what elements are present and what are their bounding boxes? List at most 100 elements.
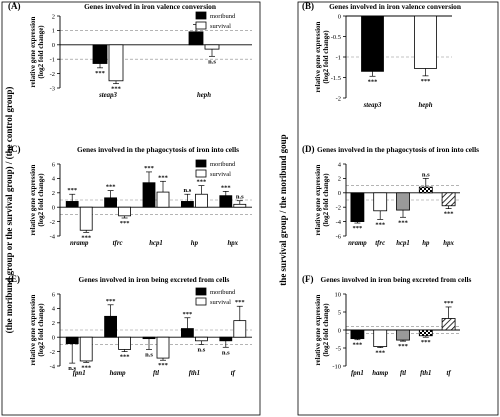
right-side-label: the survival group / the moribund goup — [278, 134, 288, 285]
panel-e-y-tick-label: 6 — [52, 291, 56, 298]
panel-c-y-tick-label: 6 — [52, 161, 56, 168]
panel-c-bar — [156, 191, 170, 208]
panel-e-significance-label: *** — [106, 298, 116, 305]
panel-d-category-label: hp — [422, 240, 430, 247]
panel-f-y-tick-label: 10 — [335, 291, 342, 298]
panel-b-bar — [414, 15, 437, 69]
panel-c-y-tick-label: 2 — [52, 190, 55, 197]
panel-e-bar — [104, 315, 117, 338]
panel-e-significance-label: *** — [158, 362, 168, 369]
panel-e-legend-swatch — [195, 297, 207, 306]
panel-e-bar — [118, 336, 131, 350]
panel-e-category-label: ftl — [153, 370, 159, 377]
panel-c-legend-label: moribund — [210, 161, 236, 168]
panel-e-chart: (E) Genes involved in iron being excreted… — [8, 274, 252, 377]
panel-e-bar — [219, 336, 233, 342]
panel-e-label: (E) — [8, 274, 20, 284]
panel-e-legend-swatch — [195, 287, 207, 296]
panel-e-legend-label: moribund — [210, 289, 236, 296]
panel-c-category-label: hpx — [228, 240, 239, 247]
panel-a-legend-swatch — [195, 21, 207, 30]
panel-d-bar — [373, 192, 388, 212]
panel-b-y-tick-label: -1 — [336, 54, 341, 61]
panel-a-bar — [108, 44, 124, 82]
panel-c-ylabel-line2: (log2 fold change) — [37, 173, 45, 227]
panel-a-significance-label: *** — [95, 70, 105, 77]
panel-d-y-tick-label: -6 — [336, 233, 342, 240]
panel-e-significance-label: n.s — [198, 346, 206, 353]
panel-d-category-label: tfrc — [375, 240, 385, 247]
panel-f-significance-label: *** — [421, 339, 431, 346]
panel-b-significance-label: *** — [368, 78, 378, 85]
panel-e-y-tick-label: 4 — [52, 306, 56, 313]
panel-c-significance-label: *** — [197, 179, 207, 186]
panel-f-category-label: fpn1 — [351, 370, 364, 377]
panel-c-legend-swatch — [195, 159, 207, 168]
panel-d-y-tick-label: 0 — [338, 190, 341, 197]
panel-d-category-label: hpx — [443, 240, 454, 247]
panel-e-category-label: fth1 — [189, 370, 200, 377]
panel-e-y-tick-label: -2 — [50, 349, 55, 356]
panel-c-category-label: hp — [191, 240, 199, 247]
panel-c-y-tick-label: 0 — [52, 205, 55, 212]
panel-f-significance-label: *** — [353, 342, 363, 349]
panel-a-y-tick-label: -1 — [50, 57, 55, 64]
panel-b-y-tick-label: -1.5 — [331, 75, 341, 82]
panel-c-bar — [65, 201, 79, 208]
panel-c-bar — [104, 197, 117, 208]
panel-e-significance-label: *** — [81, 364, 91, 371]
panel-c-legend-swatch — [195, 169, 207, 178]
panel-c-significance-label: n.s — [184, 187, 192, 194]
panel-b-label: (B) — [302, 1, 314, 11]
panel-f-significance-label: *** — [444, 300, 454, 307]
panel-b-bar — [361, 15, 384, 72]
panel-e-significance-label: *** — [183, 311, 193, 318]
panel-a-y-tick-label: 1 — [52, 28, 55, 35]
panel-a-label: (A) — [8, 1, 21, 11]
panel-b-title: Genes involved in iron valence conversio… — [329, 2, 461, 11]
panel-a-category-label: steap3 — [98, 92, 117, 99]
panel-e-significance-label: n.s — [222, 349, 230, 356]
panel-d-y-tick-label: -2 — [336, 205, 341, 212]
panel-c-bar — [219, 195, 233, 208]
panel-c-bar — [79, 206, 93, 231]
panel-c-label: (C) — [8, 144, 21, 154]
panel-d-significance-label: *** — [444, 211, 454, 218]
panel-e-y-tick-label: -4 — [50, 363, 56, 370]
panel-f-y-tick-label: 0 — [338, 327, 341, 334]
panel-a-significance-label: n.s — [208, 58, 216, 65]
panel-f-bar — [396, 329, 410, 341]
panel-d-significance-label: n.s — [422, 171, 430, 178]
panel-c-bar — [180, 201, 194, 208]
panel-e-bar — [142, 336, 156, 340]
panel-c-significance-label: *** — [158, 174, 168, 181]
panel-e-bar — [156, 336, 170, 359]
panel-c-ylabel-line1: relative gene expression — [29, 164, 37, 235]
panel-a-legend-label: survival — [210, 23, 231, 30]
left-frame — [1, 1, 261, 416]
panel-b-category-label: heph — [419, 102, 433, 109]
panel-d-bar — [418, 186, 433, 194]
panel-a-title: Genes involved in iron valence conversio… — [84, 2, 216, 11]
panel-d-y-tick-label: 2 — [338, 176, 341, 183]
panel-c-significance-label: *** — [106, 184, 116, 191]
panel-e-bar — [233, 320, 247, 338]
panel-c-bar — [233, 203, 247, 208]
panel-c-significance-label: *** — [81, 234, 91, 241]
panel-c-category-label: nramp — [70, 240, 89, 247]
panel-a-significance-label: *** — [111, 86, 121, 93]
panel-e-significance-label: *** — [120, 354, 130, 361]
panel-b-significance-label: *** — [421, 78, 431, 85]
panel-f-significance-label: *** — [375, 350, 385, 357]
panel-b-category-label: steap3 — [363, 102, 382, 109]
panel-e-title: Genes involved in iron being excreted fr… — [79, 275, 230, 284]
panel-d-ylabel-line1: relative gene expression — [314, 164, 322, 235]
panel-d-category-label: hcp1 — [396, 240, 410, 247]
panel-c-title: Genes involved in the phagocytosis of ir… — [77, 145, 239, 154]
panel-f-y-tick-label: -5 — [336, 345, 341, 352]
panel-d-category-label: nramp — [348, 240, 367, 247]
panel-f-y-tick-label: 5 — [338, 309, 341, 316]
panel-e-category-label: fpn1 — [73, 370, 86, 377]
panel-e-ylabel-line1: relative gene expression — [29, 294, 37, 365]
